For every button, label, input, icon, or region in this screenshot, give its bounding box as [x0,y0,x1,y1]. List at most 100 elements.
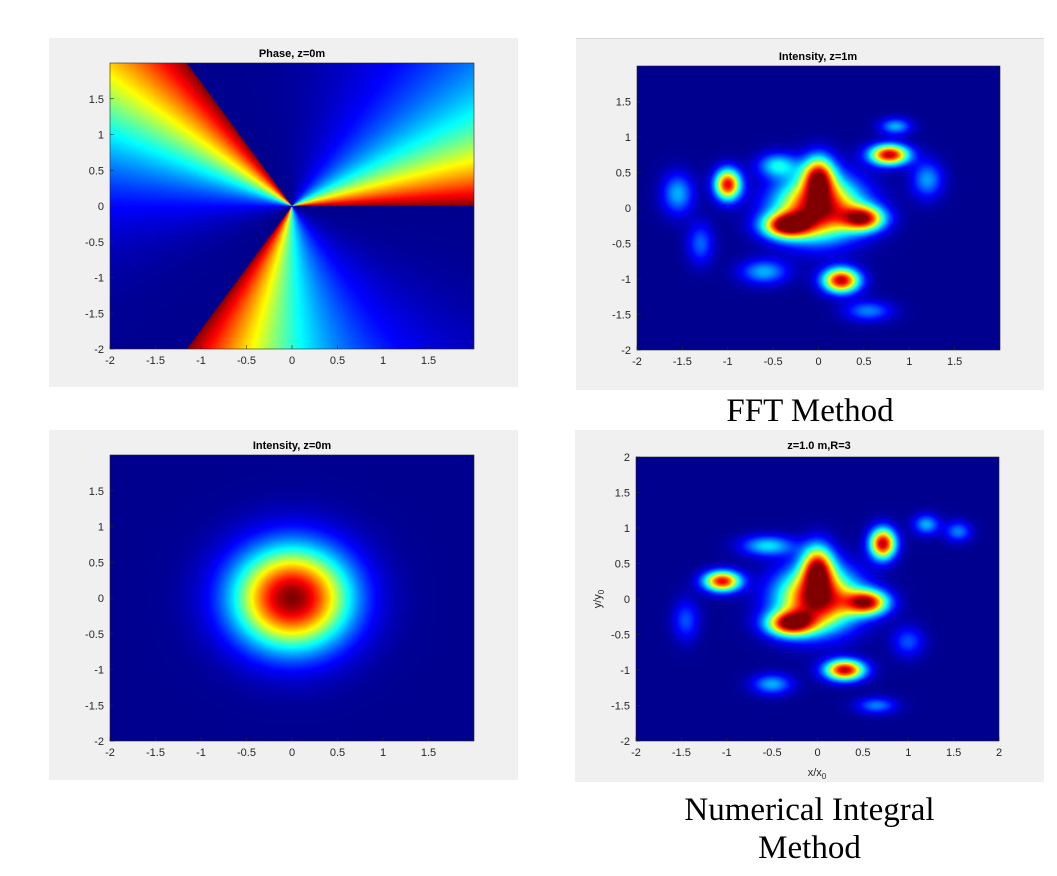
x-tick-label: -2 [631,747,641,759]
y-tick-label: 0.5 [616,168,631,180]
x-axis: -2 -1.5 -1 -0.5 0 0.5 1 1.5 [105,737,436,759]
x-tick-label: -1.5 [673,356,692,368]
y-axis: -2 -1.5 -1 -0.5 0 0.5 1 1.5 [612,97,641,357]
y-axis-label-main: y/y [592,594,604,609]
y-axis-label-subscript: 0 [597,589,606,594]
y-tick-label: -0.5 [612,239,631,251]
y-tick-label: 1 [625,132,631,144]
x-axis: -2 -1.5 -1 -0.5 0 0.5 1 1.5 [632,346,962,368]
y-tick-label: 2 [624,452,630,464]
x-tick-label: -1.5 [672,747,691,759]
x-axis-label-main: x/x [808,767,823,779]
x-tick-label: 0 [815,356,821,368]
y-tick-label: 1.5 [615,488,630,500]
x-tick-label: -1 [722,747,732,759]
x-tick-label: -0.5 [764,356,783,368]
y-tick-label: 0 [98,201,104,213]
x-tick-label: 1 [380,355,386,367]
chart-title: Intensity, z=0m [253,440,332,452]
x-tick-label: -0.5 [763,747,782,759]
y-tick-label: -1 [94,273,104,285]
y-tick-label: -1 [620,665,630,677]
y-tick-label: -1 [94,665,104,677]
x-tick-label: -1 [723,356,733,368]
x-tick-label: 0 [289,355,295,367]
y-tick-label: -1 [621,274,631,286]
y-axis: -2 -1.5 -1 -0.5 0 0.5 1 1.5 [85,486,114,748]
x-axis: -2 -1.5 -1 -0.5 0 0.5 1 1.5 [105,345,436,367]
phase-plot-panel: Phase, z=0m -2 -1.5 -1 -0.5 0 0.5 1 1.5 -2 -1.5-… [49,38,518,387]
y-tick-label: 1.5 [616,97,631,109]
y-tick-label: -0.5 [611,630,630,642]
integral-intensity-panel: z=1.0 m,R=3 -2 -1.5 -1 -0.5 0 0.5 1 1.5 2 -2 -1.5… [575,430,1044,782]
x-tick-label: 1.5 [947,356,962,368]
heatmap-canvas [110,63,474,349]
x-axis: -2 -1.5 -1 -0.5 0 0.5 1 1.5 2 [631,737,1002,759]
x-axis-label-subscript: 0 [822,772,827,781]
heatmap-canvas [110,455,474,741]
x-tick-label: 1 [380,747,386,759]
y-tick-label: -1.5 [612,310,631,322]
y-tick-label: -2 [621,345,631,357]
y-tick-label: 0.5 [89,165,104,177]
heatmap-canvas [636,457,999,741]
x-tick-label: 0.5 [330,747,345,759]
x-tick-label: -2 [105,355,115,367]
phase-plot-svg: Phase, z=0m -2 -1.5 -1 -0.5 0 0.5 1 1.5 -2-1.5-… [85,48,475,367]
initial-intensity-panel: Intensity, z=0m -2 -1.5 -1 -0.5 0 0.5 1 1.5 -2-… [49,430,518,780]
x-tick-label: -2 [105,747,115,759]
x-tick-label: 1 [906,356,912,368]
x-tick-label: 0.5 [855,747,870,759]
y-tick-label: -0.5 [85,237,104,249]
x-tick-label: 2 [996,747,1002,759]
x-tick-label: 0.5 [856,356,871,368]
y-tick-label: 0 [625,203,631,215]
y-tick-label: 1 [624,523,630,535]
y-axis: -2 -1.5 -1 -0.5 0 0.5 1 1.5 [85,94,114,356]
x-tick-label: -0.5 [237,355,256,367]
x-tick-label: -2 [632,356,642,368]
x-tick-label: 1.5 [421,747,436,759]
y-tick-label: 1 [98,130,104,142]
y-tick-label: -1.5 [611,701,630,713]
fft-intensity-panel: Intensity, z=1m -2 -1.5 -1 -0.5 0 0.5 1 1.5 -2-… [576,38,1044,390]
y-tick-label: -2 [94,736,104,748]
numerical-integral-caption: Numerical Integral Method [575,791,1044,867]
y-axis-label: y/y0 [592,589,606,608]
fft-method-caption: FFT Method [726,393,894,429]
x-tick-label: 0.5 [330,355,345,367]
caption-line-2: Method [758,830,861,866]
y-tick-label: -1.5 [85,700,104,712]
y-tick-label: -1.5 [85,308,104,320]
x-axis-label: x/x0 [808,767,827,781]
x-tick-label: 0 [814,747,820,759]
chart-title: z=1.0 m,R=3 [787,440,851,452]
y-tick-label: -0.5 [85,629,104,641]
y-tick-label: 0 [98,593,104,605]
x-tick-label: 0 [289,747,295,759]
y-tick-label: 0.5 [615,559,630,571]
chart-title: Intensity, z=1m [779,51,858,63]
y-tick-label: 1.5 [89,94,104,106]
integral-intensity-svg: z=1.0 m,R=3 -2 -1.5 -1 -0.5 0 0.5 1 1.5 2 -2 -1.5… [592,440,1002,781]
fft-intensity-svg: Intensity, z=1m -2 -1.5 -1 -0.5 0 0.5 1 1.5 -2-… [612,51,1001,368]
y-tick-label: 0 [624,594,630,606]
y-tick-label: 1.5 [89,486,104,498]
x-tick-label: -1.5 [146,747,165,759]
x-tick-label: -1 [196,355,206,367]
x-tick-label: -1 [196,747,206,759]
chart-title: Phase, z=0m [259,48,326,60]
y-tick-label: -2 [94,344,104,356]
caption-line-1: Numerical Integral [684,792,935,828]
y-tick-label: 1 [98,522,104,534]
initial-intensity-svg: Intensity, z=0m -2 -1.5 -1 -0.5 0 0.5 1 1.5 -2-… [85,440,475,759]
y-tick-label: 0.5 [89,557,104,569]
heatmap-canvas [637,66,1000,350]
x-tick-label: 1 [905,747,911,759]
x-tick-label: -0.5 [237,747,256,759]
y-axis: -2 -1.5 -1 -0.5 0 0.5 1 1.5 2 [611,452,640,748]
x-tick-label: 1.5 [421,355,436,367]
x-tick-label: -1.5 [146,355,165,367]
y-tick-label: -2 [620,736,630,748]
x-tick-label: 1.5 [946,747,961,759]
